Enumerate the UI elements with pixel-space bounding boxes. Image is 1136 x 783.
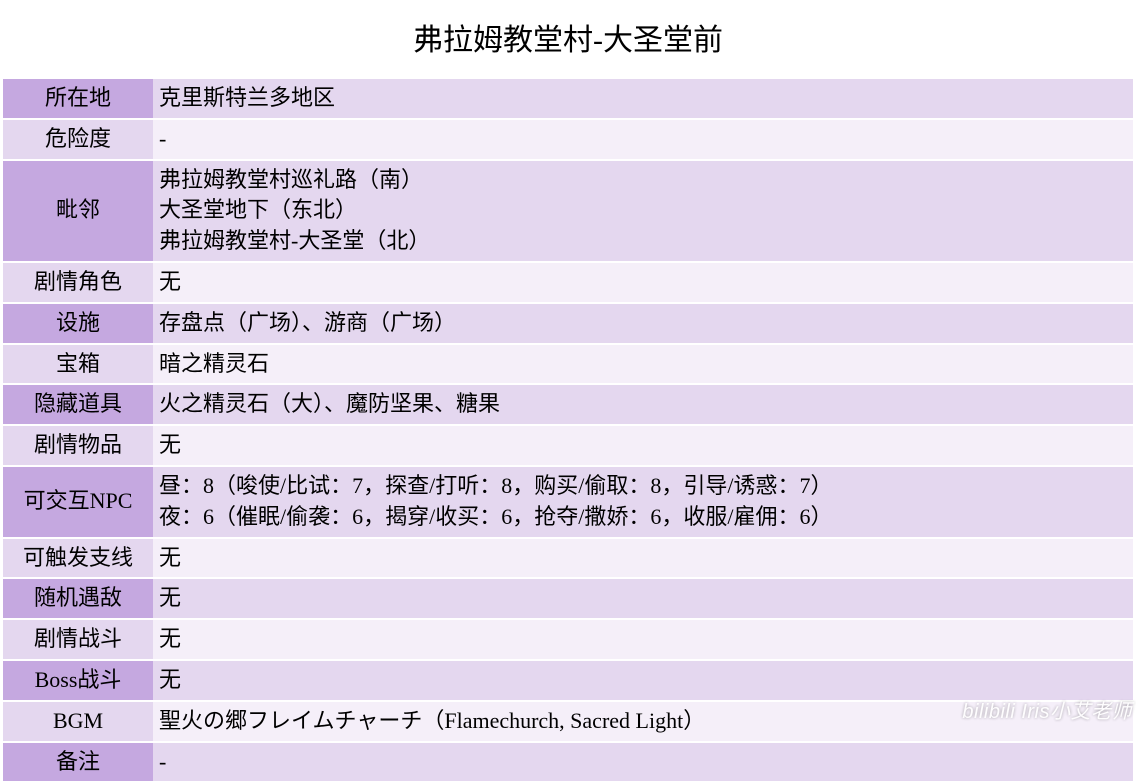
row-value: 克里斯特兰多地区 <box>153 79 1133 119</box>
row-value: 存盘点（广场）、游商（广场） <box>153 303 1133 344</box>
table-row: 剧情战斗无 <box>3 619 1133 660</box>
row-label: 危险度 <box>3 119 153 160</box>
row-label: 随机遇敌 <box>3 578 153 619</box>
watermark: bilibili Iris小艾老师 <box>962 695 1132 724</box>
row-label: 所在地 <box>3 79 153 119</box>
row-label: 设施 <box>3 303 153 344</box>
row-label: 隐藏道具 <box>3 384 153 425</box>
table-row: 可触发支线无 <box>3 538 1133 579</box>
row-value: 无 <box>153 262 1133 303</box>
row-value: 火之精灵石（大）、魔防坚果、糖果 <box>153 384 1133 425</box>
table-row: 备注- <box>3 742 1133 783</box>
table-row: 剧情物品无 <box>3 425 1133 466</box>
table-row: 宝箱暗之精灵石 <box>3 344 1133 385</box>
row-value: - <box>153 742 1133 783</box>
row-label: 备注 <box>3 742 153 783</box>
info-table: 所在地克里斯特兰多地区 危险度- 毗邻弗拉姆教堂村巡礼路（南） 大圣堂地下（东北… <box>3 79 1133 783</box>
table-row: 随机遇敌无 <box>3 578 1133 619</box>
row-label: 宝箱 <box>3 344 153 385</box>
table-row: 隐藏道具火之精灵石（大）、魔防坚果、糖果 <box>3 384 1133 425</box>
row-value: 无 <box>153 538 1133 579</box>
row-label: 剧情角色 <box>3 262 153 303</box>
row-label: 剧情物品 <box>3 425 153 466</box>
table-row: 危险度- <box>3 119 1133 160</box>
row-value: 无 <box>153 619 1133 660</box>
table-row: 所在地克里斯特兰多地区 <box>3 79 1133 119</box>
row-label: 可触发支线 <box>3 538 153 579</box>
table-row: 毗邻弗拉姆教堂村巡礼路（南） 大圣堂地下（东北） 弗拉姆教堂村-大圣堂（北） <box>3 160 1133 262</box>
row-value: 昼：8（唆使/比试：7，探查/打听：8，购买/偷取：8，引导/诱惑：7） 夜：6… <box>153 466 1133 538</box>
row-label: 可交互NPC <box>3 466 153 538</box>
row-value: 弗拉姆教堂村巡礼路（南） 大圣堂地下（东北） 弗拉姆教堂村-大圣堂（北） <box>153 160 1133 262</box>
table-row: 剧情角色无 <box>3 262 1133 303</box>
row-label: BGM <box>3 701 153 742</box>
row-label: Boss战斗 <box>3 660 153 701</box>
row-value: 暗之精灵石 <box>153 344 1133 385</box>
row-label: 剧情战斗 <box>3 619 153 660</box>
info-table-body: 所在地克里斯特兰多地区 危险度- 毗邻弗拉姆教堂村巡礼路（南） 大圣堂地下（东北… <box>3 79 1133 782</box>
row-value: - <box>153 119 1133 160</box>
page-title: 弗拉姆教堂村-大圣堂前 <box>0 0 1136 79</box>
row-label: 毗邻 <box>3 160 153 262</box>
row-value: 无 <box>153 578 1133 619</box>
table-row: 设施存盘点（广场）、游商（广场） <box>3 303 1133 344</box>
row-value: 无 <box>153 425 1133 466</box>
table-row: 可交互NPC昼：8（唆使/比试：7，探查/打听：8，购买/偷取：8，引导/诱惑：… <box>3 466 1133 538</box>
